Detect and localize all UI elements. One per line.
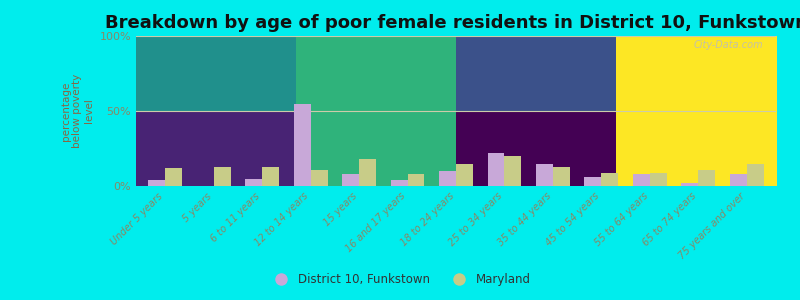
Bar [633, 174, 650, 186]
Bar [407, 174, 425, 186]
Bar [359, 159, 376, 186]
Bar [602, 172, 618, 186]
Bar [682, 183, 698, 186]
Bar [310, 169, 327, 186]
Legend: District 10, Funkstown, Maryland: District 10, Funkstown, Maryland [265, 269, 535, 291]
Bar [342, 174, 359, 186]
Bar [390, 180, 407, 186]
Bar [245, 178, 262, 186]
Bar [698, 169, 715, 186]
Bar [262, 167, 279, 186]
Bar [439, 171, 456, 186]
Bar [456, 164, 473, 186]
Bar [553, 167, 570, 186]
Bar [165, 168, 182, 186]
Bar [487, 153, 505, 186]
Text: City-Data.com: City-Data.com [694, 40, 763, 50]
Bar [747, 164, 764, 186]
Bar [214, 167, 230, 186]
Y-axis label: percentage
below poverty
level: percentage below poverty level [61, 74, 94, 148]
Bar [650, 172, 667, 186]
Bar [536, 164, 553, 186]
Bar [505, 156, 522, 186]
Title: Breakdown by age of poor female residents in District 10, Funkstown: Breakdown by age of poor female resident… [105, 14, 800, 32]
Bar [294, 103, 310, 186]
Bar [730, 174, 747, 186]
Bar [585, 177, 602, 186]
Bar [148, 180, 165, 186]
